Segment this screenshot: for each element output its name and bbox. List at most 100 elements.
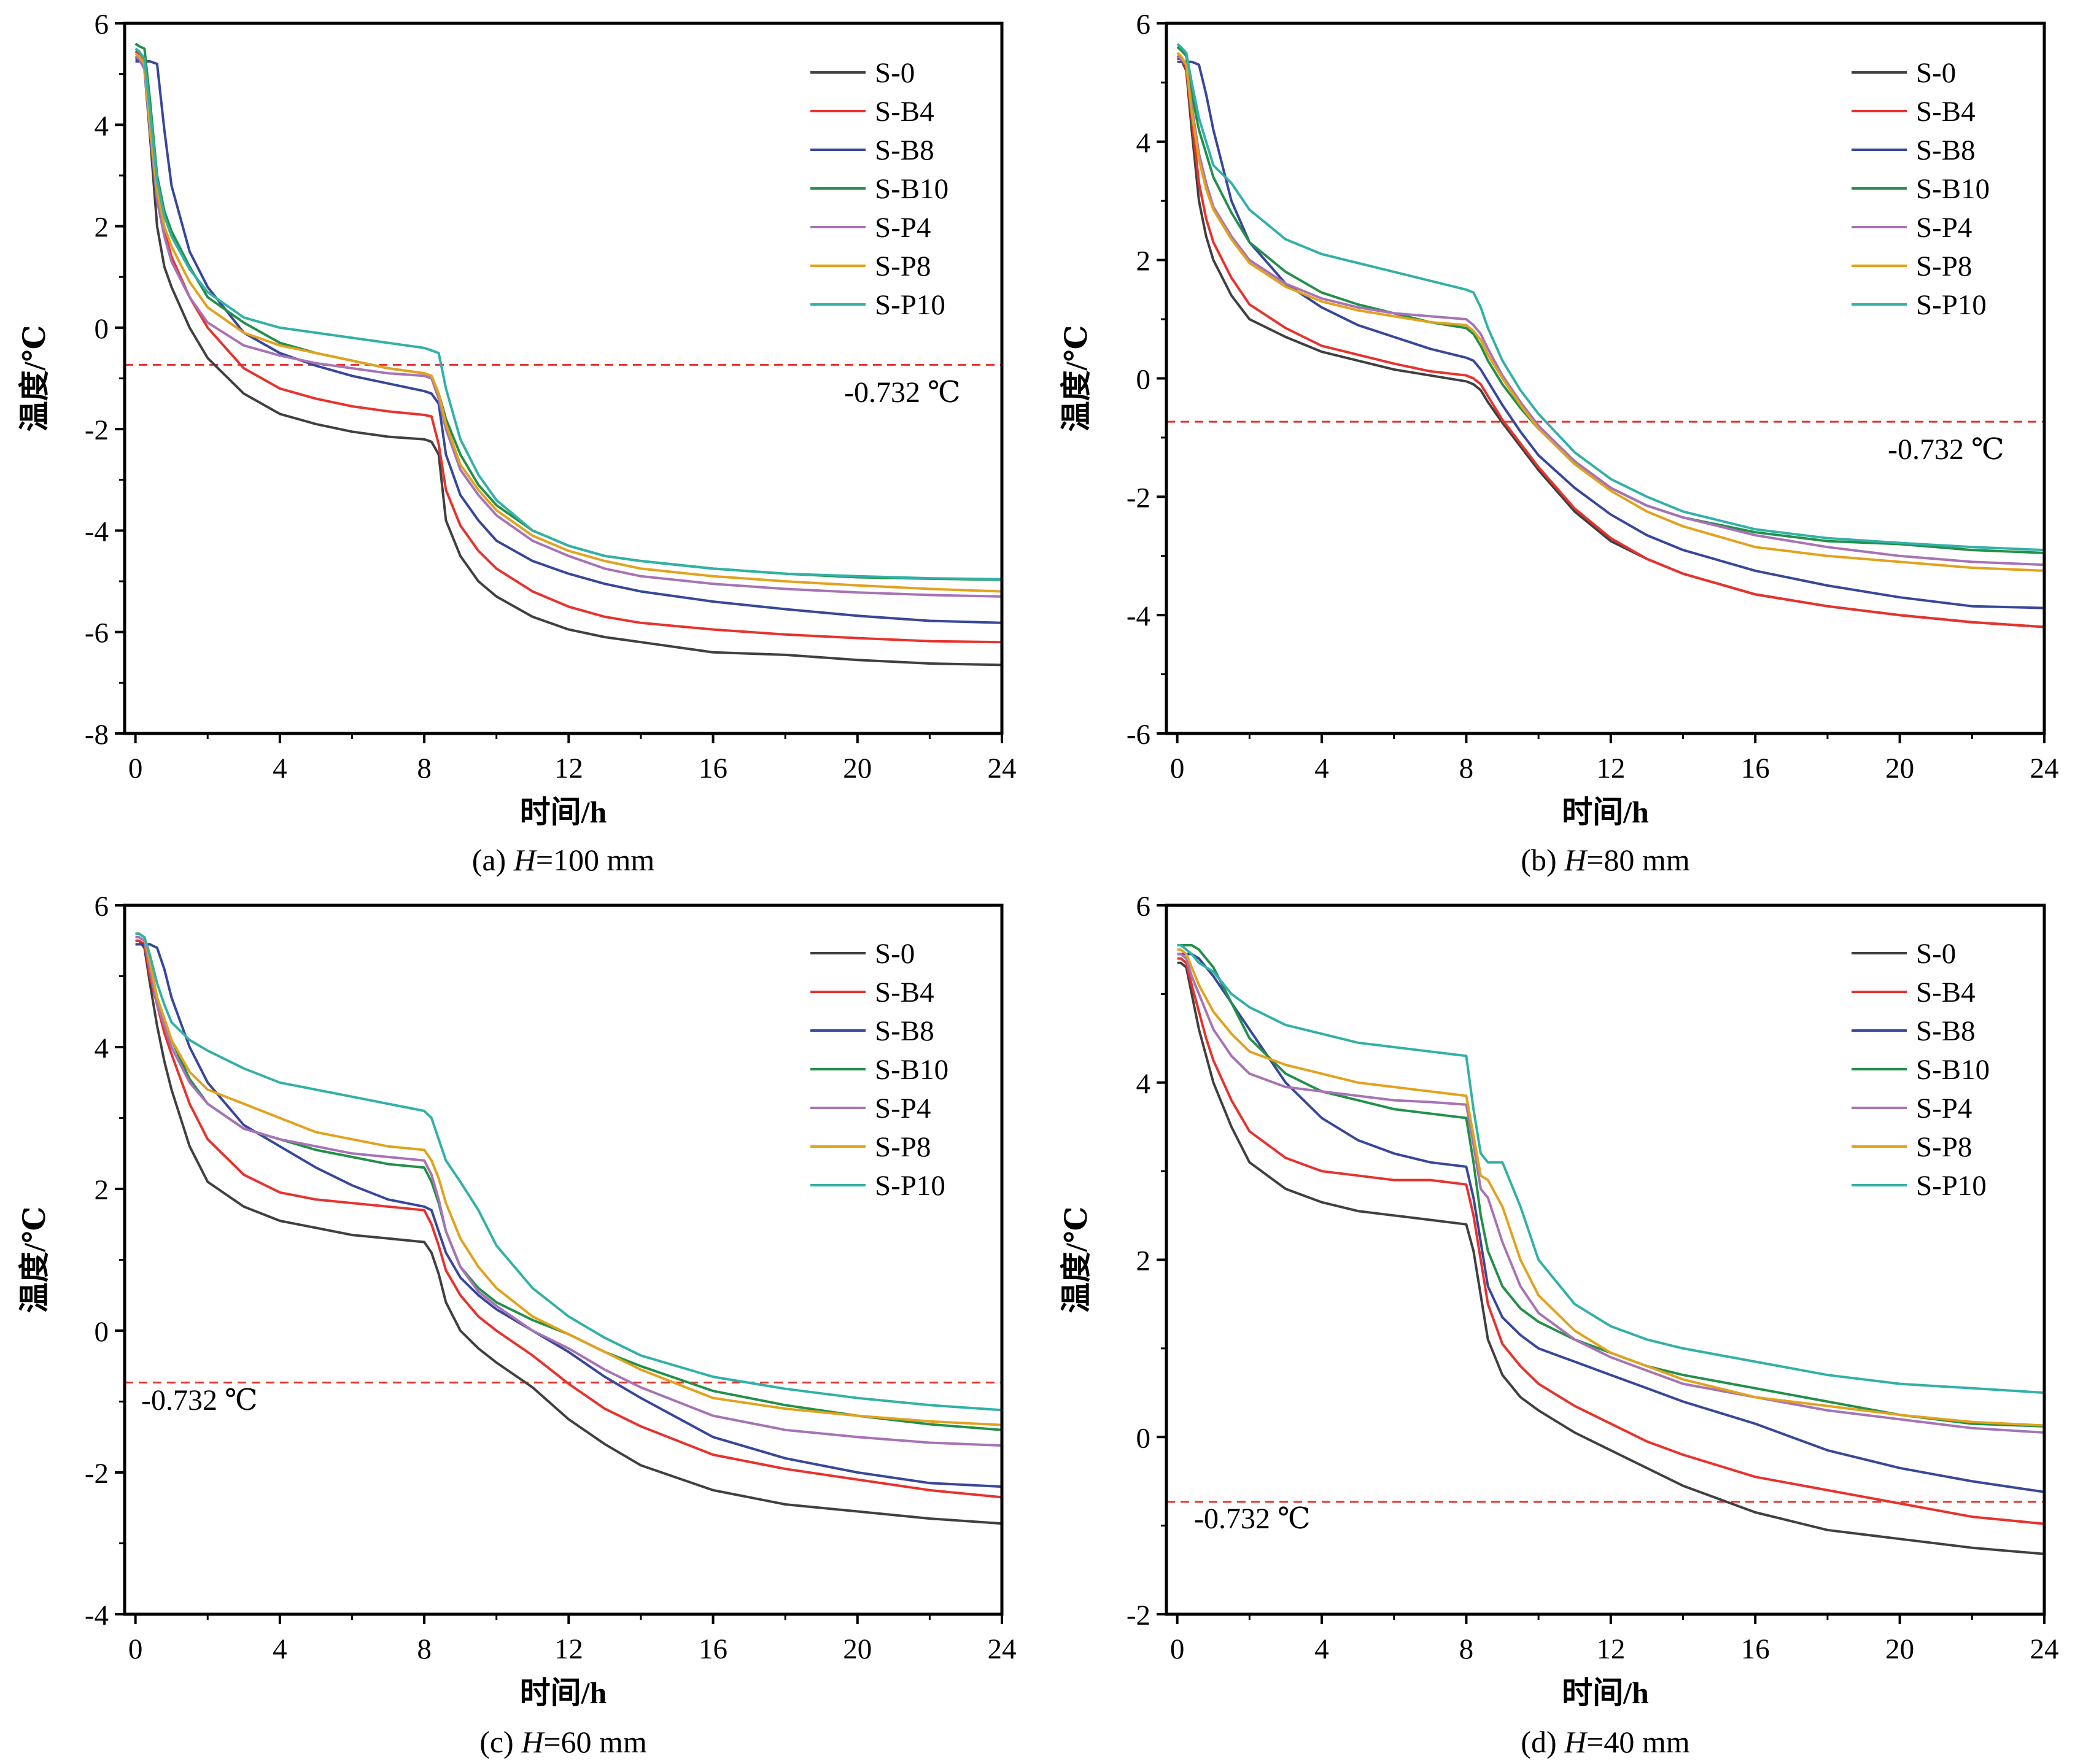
legend-label: S-B4 — [875, 96, 934, 128]
y-axis-title: 温度/℃ — [17, 325, 52, 432]
threshold-label: -0.732 ℃ — [1888, 433, 2004, 466]
legend-label: S-P8 — [1916, 1131, 1972, 1163]
legend-label: S-0 — [875, 938, 915, 970]
panel-c: -0.732 ℃0 4 8 12 16 20 24-4-20246时间/h温度/℃S-0S-… — [17, 891, 1017, 1759]
x-tick-label: 12 — [554, 1633, 583, 1665]
series-line-s-p4 — [1177, 953, 2044, 1434]
y-tick-label: 0 — [95, 1316, 109, 1348]
y-tick-label: 2 — [1136, 1245, 1151, 1277]
threshold-label: -0.732 ℃ — [844, 376, 961, 409]
y-tick-label: 2 — [95, 1174, 109, 1206]
legend-label: S-P4 — [1916, 1093, 1972, 1124]
y-tick-label: 0 — [1136, 1422, 1151, 1454]
legend-label: S-P4 — [1916, 212, 1972, 244]
series-line-s-p10 — [135, 932, 1002, 1412]
legend-label: S-B8 — [1916, 134, 1976, 166]
series-line-s-b10 — [1177, 944, 2044, 1428]
legend-label: S-B4 — [875, 977, 934, 1008]
y-tick-label: -4 — [85, 516, 109, 547]
legend-label: S-P10 — [1916, 289, 1987, 321]
panel-a: -0.732 ℃0 4 8 12 16 20 24-8-6-4-20246时间/h温度/℃S… — [17, 9, 1017, 877]
series-line-s-p8 — [134, 52, 1002, 593]
y-tick-label: -2 — [1127, 1600, 1150, 1631]
x-tick-label: 8 — [1459, 752, 1474, 784]
series-line-s-b4 — [135, 939, 1002, 1499]
x-tick-label: 20 — [843, 752, 872, 784]
y-tick-label: 6 — [95, 891, 109, 923]
y-axis-title: 温度/℃ — [17, 1207, 52, 1313]
y-tick-label: -4 — [1127, 600, 1150, 632]
legend-label: S-P10 — [1916, 1170, 1987, 1202]
series-group — [1176, 43, 2044, 629]
x-tick-label: 12 — [554, 752, 583, 784]
series-line-s-0 — [135, 57, 1002, 667]
x-tick-label: 24 — [2030, 752, 2059, 784]
y-tick-label: 4 — [1136, 1068, 1151, 1100]
x-tick-label: 24 — [988, 752, 1017, 784]
x-tick-label: 4 — [1314, 1633, 1329, 1665]
y-tick-label: 4 — [1136, 127, 1151, 159]
series-line-s-p8 — [1176, 52, 2044, 572]
legend-label: S-0 — [1916, 57, 1956, 89]
legend-label: S-B8 — [875, 1015, 934, 1047]
series-line-s-p10 — [1177, 944, 2044, 1395]
x-tick-label: 16 — [699, 752, 727, 784]
legend-label: S-B10 — [875, 173, 948, 205]
legend-label: S-P4 — [875, 212, 931, 244]
panel-d: -0.732 ℃0 4 8 12 16 20 24-20246时间/h温度/℃S-0S-B4… — [1059, 891, 2059, 1759]
series-line-s-0 — [1177, 57, 2044, 629]
series-line-s-b8 — [135, 943, 1002, 1488]
legend-label: S-P8 — [1916, 250, 1972, 282]
x-tick-label: 16 — [1741, 752, 1770, 784]
x-tick-label: 20 — [843, 1633, 872, 1665]
series-line-s-p4 — [134, 55, 1002, 598]
series-line-s-b4 — [1176, 55, 2044, 629]
legend-label: S-B4 — [1916, 977, 1976, 1008]
series-group — [1177, 944, 2044, 1555]
x-tick-label: 0 — [1170, 752, 1185, 784]
x-tick-label: 12 — [1596, 1633, 1625, 1665]
y-tick-label: 6 — [1136, 9, 1151, 41]
series-line-s-b8 — [1177, 60, 2044, 609]
panel-caption: (b) H=80 mm — [1521, 843, 1690, 877]
series-line-s-b4 — [1177, 957, 2044, 1525]
y-tick-label: 2 — [1136, 246, 1151, 277]
x-tick-label: 8 — [417, 752, 432, 784]
y-tick-label: 4 — [95, 110, 109, 142]
y-tick-label: 6 — [95, 9, 109, 41]
y-tick-label: 0 — [95, 313, 109, 345]
panel-caption: (c) H=60 mm — [479, 1725, 647, 1759]
x-tick-label: 12 — [1596, 752, 1625, 784]
series-group — [134, 42, 1002, 667]
panel-caption: (a) H=100 mm — [472, 843, 655, 877]
y-tick-label: -2 — [85, 414, 109, 446]
x-tick-label: 0 — [128, 752, 143, 784]
x-tick-label: 16 — [699, 1633, 727, 1665]
x-tick-label: 20 — [1885, 752, 1914, 784]
y-tick-label: 2 — [95, 212, 109, 244]
series-line-s-p8 — [135, 932, 1002, 1426]
series-line-s-0 — [135, 939, 1002, 1525]
threshold-label: -0.732 ℃ — [1194, 1503, 1311, 1535]
plot-frame — [123, 903, 1004, 1616]
series-line-s-b10 — [1176, 46, 2044, 554]
legend-label: S-0 — [1916, 938, 1956, 970]
legend-label: S-B10 — [875, 1054, 948, 1086]
legend-label: S-P10 — [875, 289, 945, 321]
x-axis-title: 时间/h — [520, 1676, 607, 1710]
y-tick-label: 6 — [1136, 891, 1151, 923]
y-tick-label: -8 — [85, 719, 109, 751]
series-line-s-p8 — [1177, 948, 2044, 1427]
series-line-s-p10 — [134, 47, 1002, 581]
y-axis-title: 温度/℃ — [1059, 1207, 1093, 1313]
y-tick-label: -6 — [85, 617, 109, 649]
y-tick-label: -4 — [85, 1600, 109, 1631]
series-line-s-b8 — [1177, 953, 2044, 1493]
legend-label: S-B4 — [1916, 96, 1976, 128]
series-line-s-0 — [1177, 961, 2044, 1555]
x-tick-label: 20 — [1885, 1633, 1914, 1665]
y-tick-label: -2 — [85, 1458, 109, 1490]
x-axis-title: 时间/h — [520, 795, 607, 829]
x-tick-label: 0 — [128, 1633, 143, 1665]
